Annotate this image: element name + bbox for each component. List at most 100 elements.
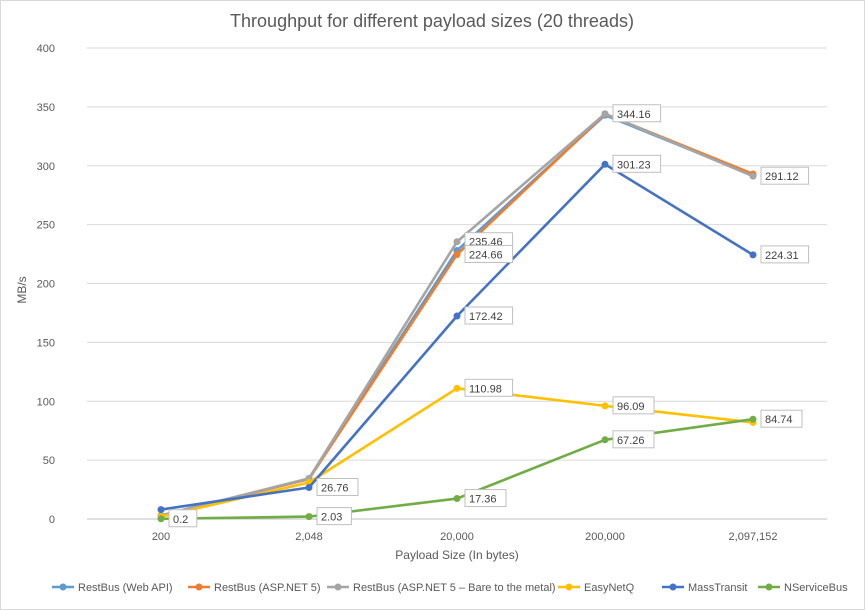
data-label: 96.09	[612, 396, 655, 415]
legend-label: RestBus (ASP.NET 5)	[214, 582, 321, 594]
data-label: 26.76	[316, 477, 359, 496]
data-label: 84.74	[760, 409, 803, 428]
series-lines	[157, 110, 757, 523]
data-point	[453, 238, 461, 246]
data-point	[453, 312, 461, 320]
data-label-box	[464, 378, 514, 397]
data-label-box	[760, 245, 810, 264]
legend-label: RestBus (ASP.NET 5 – Bare to the metal)	[353, 582, 556, 594]
data-label: 17.36	[464, 489, 507, 508]
legend: RestBus (Web API) RestBus (ASP.NET 5) Rest…	[52, 582, 848, 594]
data-point	[305, 513, 313, 521]
data-label-text: 172.42	[469, 311, 503, 323]
data-point	[453, 250, 461, 258]
data-point	[601, 160, 609, 168]
x-tick-label: 200,000	[585, 531, 625, 543]
data-label-text: 2.03	[321, 512, 342, 524]
data-label: 224.31	[760, 245, 810, 264]
data-label-text: 26.76	[321, 482, 349, 494]
data-label-box	[464, 306, 514, 325]
chart-title: Throughput for different payload sizes (…	[230, 11, 634, 31]
data-labels: 0.2 2.03 17.36 67.26 84.74 26.76 172.42 301.23 2…	[168, 104, 810, 528]
x-axis-ticks: 200 2,048 20,000 200,000 2,097,152	[152, 531, 778, 543]
data-label-text: 110.98	[469, 383, 502, 395]
data-point	[601, 402, 609, 410]
legend-swatch-marker	[195, 583, 203, 591]
legend-item: RestBus (ASP.NET 5 – Bare to the metal)	[327, 582, 556, 594]
data-label-box	[612, 396, 655, 415]
data-point	[453, 384, 461, 392]
data-label: 224.66	[464, 244, 514, 263]
legend-swatch-marker	[565, 583, 573, 591]
legend-swatch-marker	[334, 583, 342, 591]
data-label-text: 344.16	[617, 109, 651, 121]
y-tick-label: 0	[49, 514, 55, 526]
data-label: 172.42	[464, 306, 514, 325]
y-tick-label: 50	[43, 455, 55, 467]
data-label-text: 84.74	[765, 414, 793, 426]
data-label: 2.03	[316, 507, 352, 526]
data-label-text: 0.2	[173, 514, 188, 526]
data-label-box	[760, 166, 810, 185]
data-label-box	[612, 430, 655, 449]
y-axis-title: MB/s	[15, 276, 29, 303]
x-tick-label: 20,000	[440, 531, 474, 543]
data-point	[453, 495, 461, 503]
legend-swatch-marker	[59, 583, 67, 591]
data-label: 291.12	[760, 166, 810, 185]
data-label-text: 67.26	[617, 435, 645, 447]
y-tick-label: 300	[37, 161, 55, 173]
data-point	[601, 436, 609, 444]
gridlines	[87, 47, 827, 461]
data-label-text: 291.12	[765, 171, 799, 183]
data-label: 0.2	[168, 509, 198, 528]
data-label-text: 224.66	[469, 249, 503, 261]
legend-label: MassTransit	[688, 582, 748, 594]
data-label-text: 17.36	[469, 494, 497, 506]
data-label-box	[760, 409, 803, 428]
series-line	[160, 417, 754, 521]
x-tick-label: 200	[152, 531, 170, 543]
x-axis-title: Payload Size (In bytes)	[395, 548, 518, 562]
data-label: 110.98	[464, 378, 514, 397]
legend-item: RestBus (ASP.NET 5)	[188, 582, 321, 594]
data-label-text: 96.09	[617, 401, 645, 413]
data-point	[749, 415, 757, 423]
y-tick-label: 100	[37, 396, 55, 408]
y-tick-label: 200	[37, 279, 55, 291]
legend-swatch-marker	[669, 583, 677, 591]
x-tick-label: 2,048	[295, 531, 323, 543]
data-label-box	[316, 507, 352, 526]
data-label-box	[316, 477, 359, 496]
data-label-box	[464, 489, 507, 508]
y-tick-label: 350	[37, 102, 55, 114]
data-label: 67.26	[612, 430, 655, 449]
data-point	[305, 483, 313, 491]
data-point	[157, 506, 165, 514]
data-point	[749, 251, 757, 259]
legend-item: NServiceBus	[758, 582, 848, 594]
data-point	[749, 172, 757, 180]
data-label-box	[464, 244, 514, 263]
series-line	[160, 163, 754, 511]
data-label: 344.16	[612, 104, 662, 123]
legend-swatch-marker	[765, 583, 773, 591]
data-point	[601, 110, 609, 118]
legend-item: MassTransit	[662, 582, 748, 594]
data-label-text: 301.23	[617, 159, 651, 171]
x-tick-label: 2,097,152	[729, 531, 778, 543]
y-tick-label: 400	[37, 43, 55, 55]
legend-item: RestBus (Web API)	[52, 582, 173, 594]
data-point	[157, 515, 165, 523]
data-label: 301.23	[612, 154, 662, 173]
data-label-box	[612, 104, 662, 123]
series-5	[157, 415, 757, 523]
series-4	[157, 160, 757, 514]
legend-label: EasyNetQ	[584, 582, 635, 594]
y-axis-ticks: 0 50 100 150 200 250 300 350 400	[37, 43, 55, 526]
data-label-box	[612, 154, 662, 173]
data-label-text: 224.31	[765, 250, 799, 262]
data-label-box	[168, 509, 198, 528]
